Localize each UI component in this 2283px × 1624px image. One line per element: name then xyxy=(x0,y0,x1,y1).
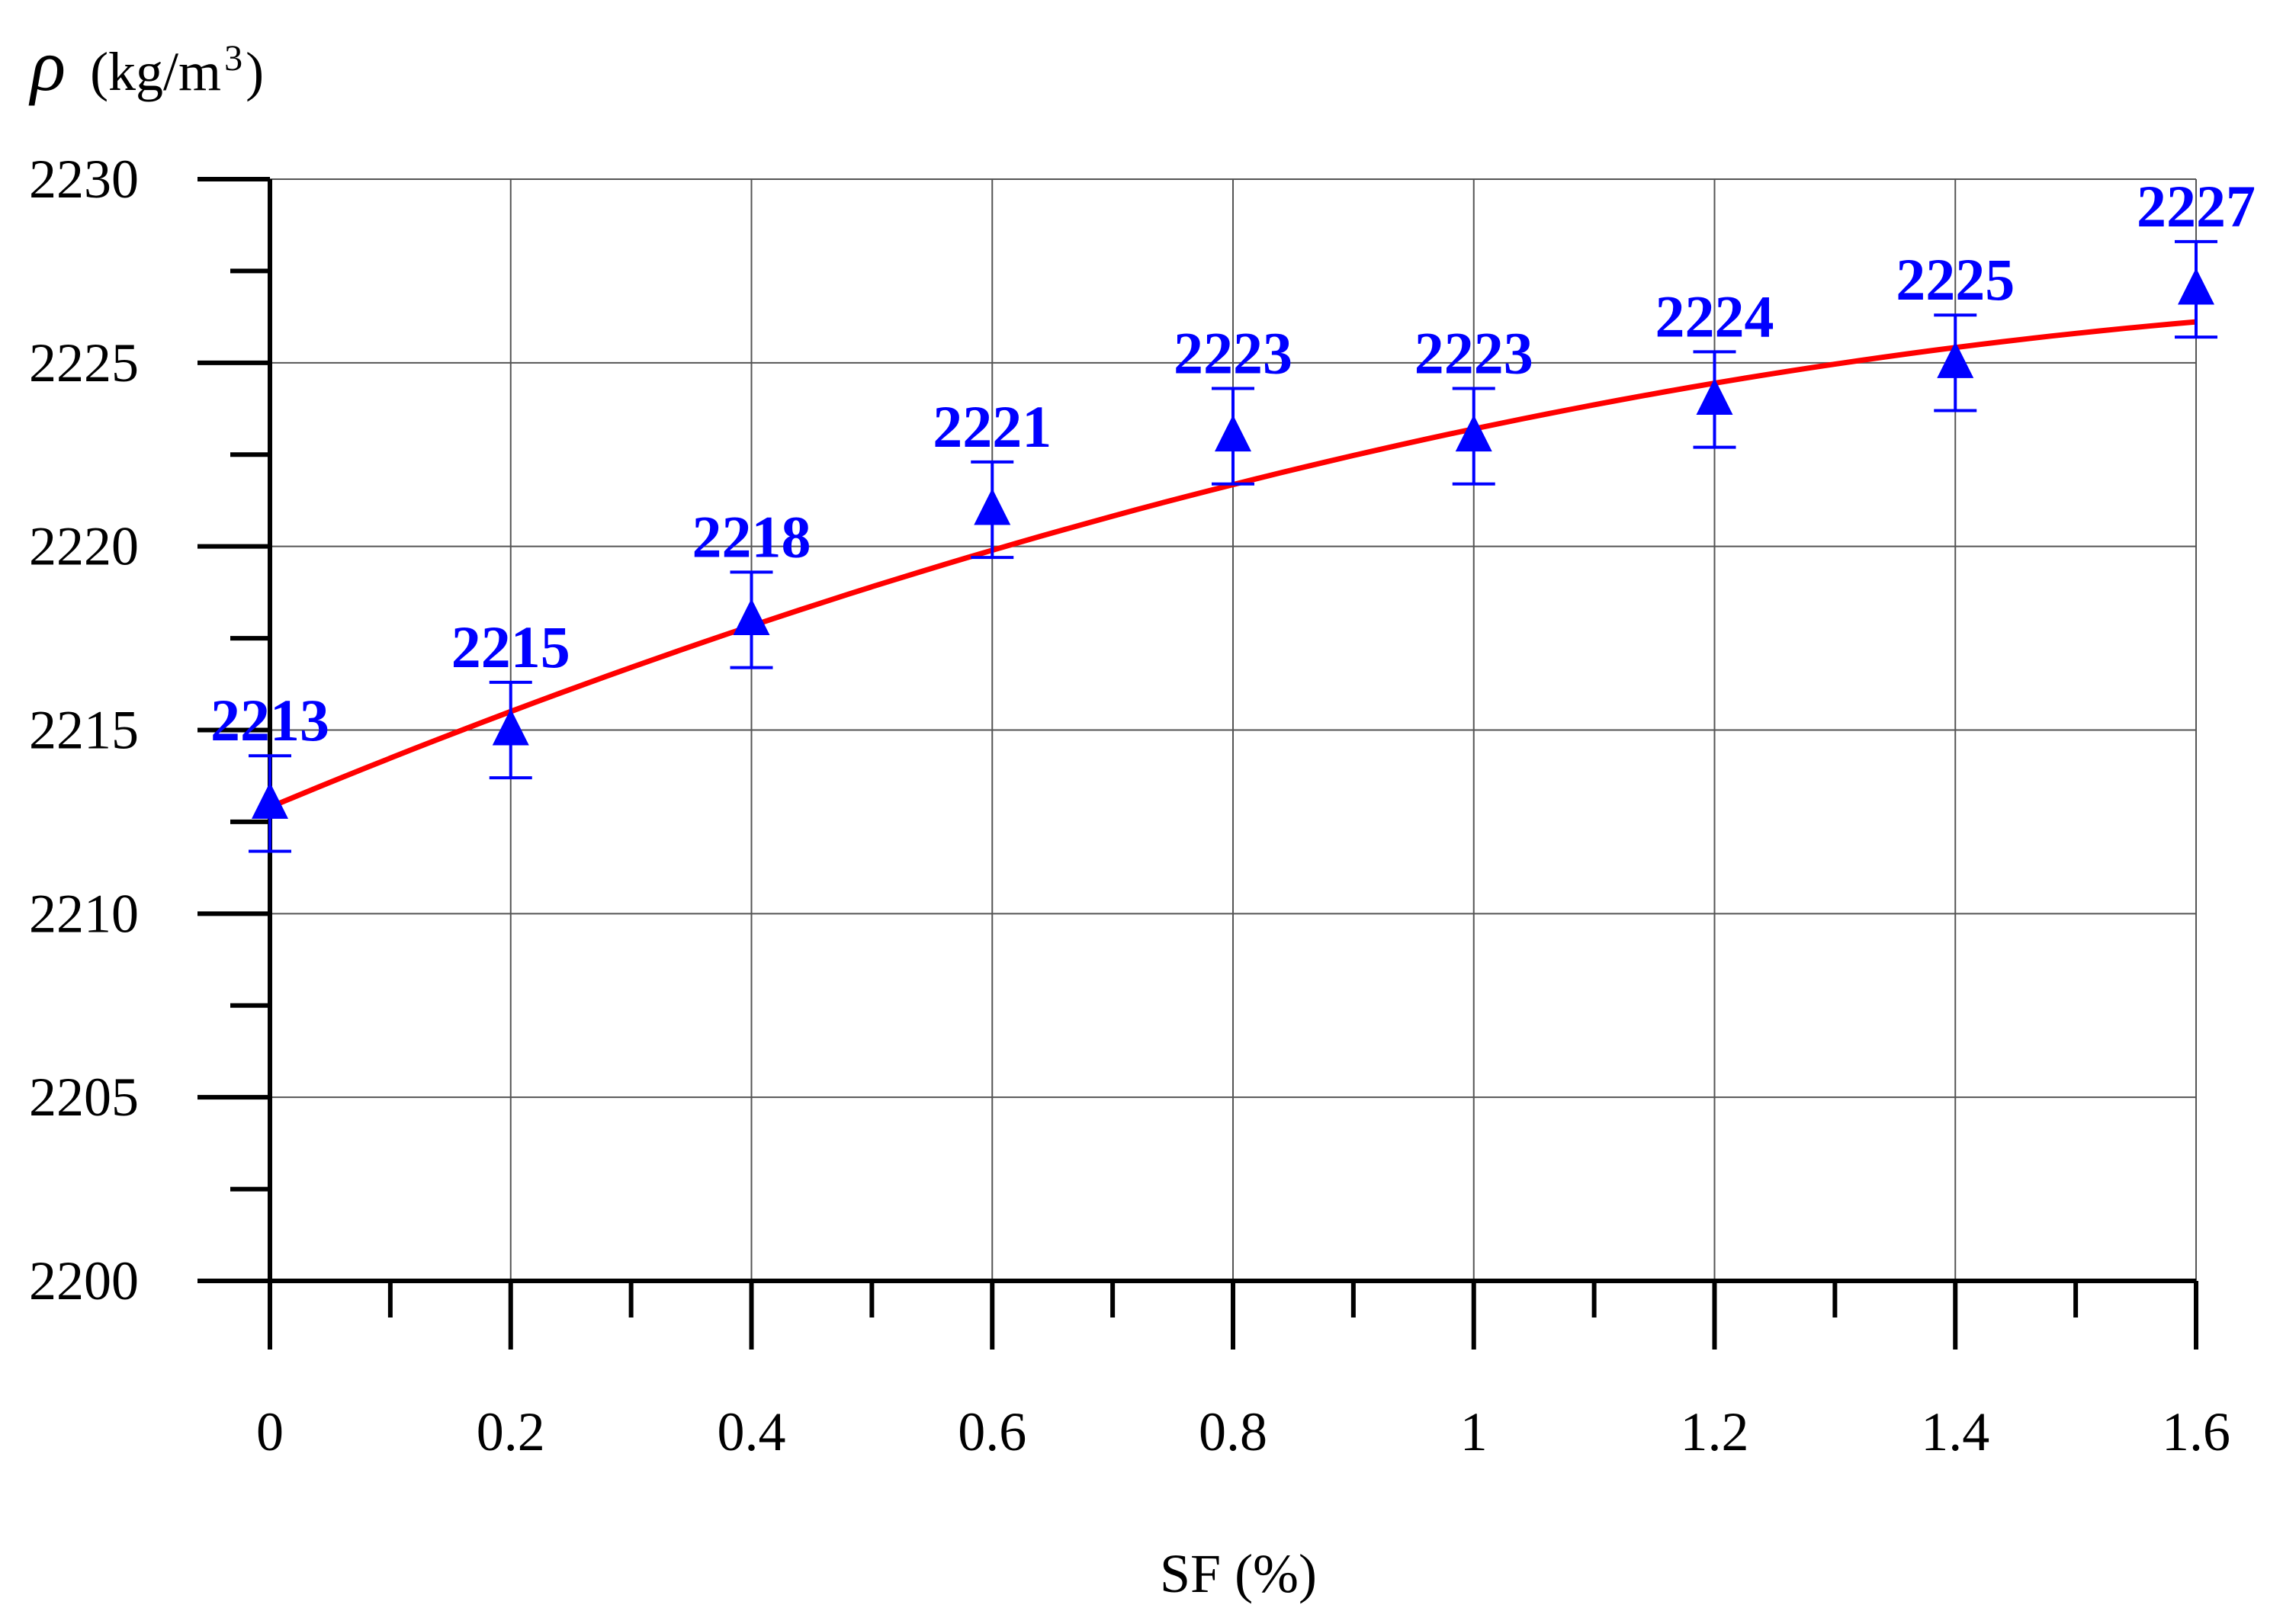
x-tick-labels: 0 0.2 0.4 0.6 0.8 1 1.2 1.4 1.6 xyxy=(256,1401,2230,1462)
y-tick-labels: 2200 2205 2210 2215 2220 2225 2230 xyxy=(29,149,139,1311)
data-point xyxy=(1934,313,1977,412)
data-labels: 2213 2215 2218 2221 2223 2223 2224 2225 2227 xyxy=(210,173,2256,753)
triangle-marker xyxy=(1215,415,1251,452)
y-axis-unit-exponent: 3 xyxy=(224,38,242,79)
y-tick-label: 2200 xyxy=(29,1250,139,1311)
data-label: 2213 xyxy=(210,687,329,753)
y-axis-unit-close: ) xyxy=(246,41,264,102)
triangle-marker xyxy=(492,708,529,746)
data-label: 2227 xyxy=(2137,173,2256,239)
data-point xyxy=(1212,387,1254,486)
data-points xyxy=(249,239,2217,853)
x-tick-label: 1 xyxy=(1460,1401,1488,1462)
data-label: 2223 xyxy=(1414,320,1533,387)
x-tick-label: 0.2 xyxy=(477,1401,545,1462)
data-label: 2225 xyxy=(1896,246,2015,313)
data-point xyxy=(1693,350,1736,449)
y-axis-symbol: ρ xyxy=(28,24,66,106)
triangle-marker xyxy=(733,599,770,635)
triangle-marker xyxy=(974,488,1011,525)
data-point xyxy=(2175,239,2217,339)
triangle-marker xyxy=(1455,415,1492,452)
data-label: 2221 xyxy=(933,393,1052,460)
data-point xyxy=(249,754,291,853)
y-tick-label: 2220 xyxy=(29,516,139,577)
y-axis-unit: (kg/m xyxy=(90,41,221,102)
y-tick-label: 2230 xyxy=(29,149,139,210)
data-point xyxy=(1452,387,1495,486)
y-axis-title: ρ (kg/m 3 ) xyxy=(28,24,264,106)
triangle-marker xyxy=(2178,268,2214,305)
data-label: 2218 xyxy=(692,503,811,570)
data-point xyxy=(730,570,773,669)
data-point xyxy=(971,460,1014,560)
y-tick-label: 2205 xyxy=(29,1067,139,1128)
x-tick-label: 1.4 xyxy=(1921,1401,1989,1462)
triangle-marker xyxy=(1696,378,1733,415)
data-point xyxy=(489,680,532,780)
x-axis-title: SF (%) xyxy=(1160,1543,1317,1604)
data-label: 2223 xyxy=(1174,320,1292,387)
x-tick-label: 0 xyxy=(256,1401,284,1462)
x-tick-label: 1.6 xyxy=(2162,1401,2230,1462)
data-label: 2224 xyxy=(1655,283,1774,349)
data-label: 2215 xyxy=(451,614,570,680)
x-tick-label: 0.4 xyxy=(718,1401,786,1462)
y-tick-label: 2225 xyxy=(29,332,139,393)
y-tick-label: 2210 xyxy=(29,883,139,944)
triangle-marker xyxy=(1937,341,1974,378)
y-tick-label: 2215 xyxy=(29,700,139,761)
triangle-marker xyxy=(252,782,288,819)
x-tick-label: 0.8 xyxy=(1199,1401,1267,1462)
x-tick-label: 0.6 xyxy=(958,1401,1026,1462)
x-tick-label: 1.2 xyxy=(1681,1401,1749,1462)
